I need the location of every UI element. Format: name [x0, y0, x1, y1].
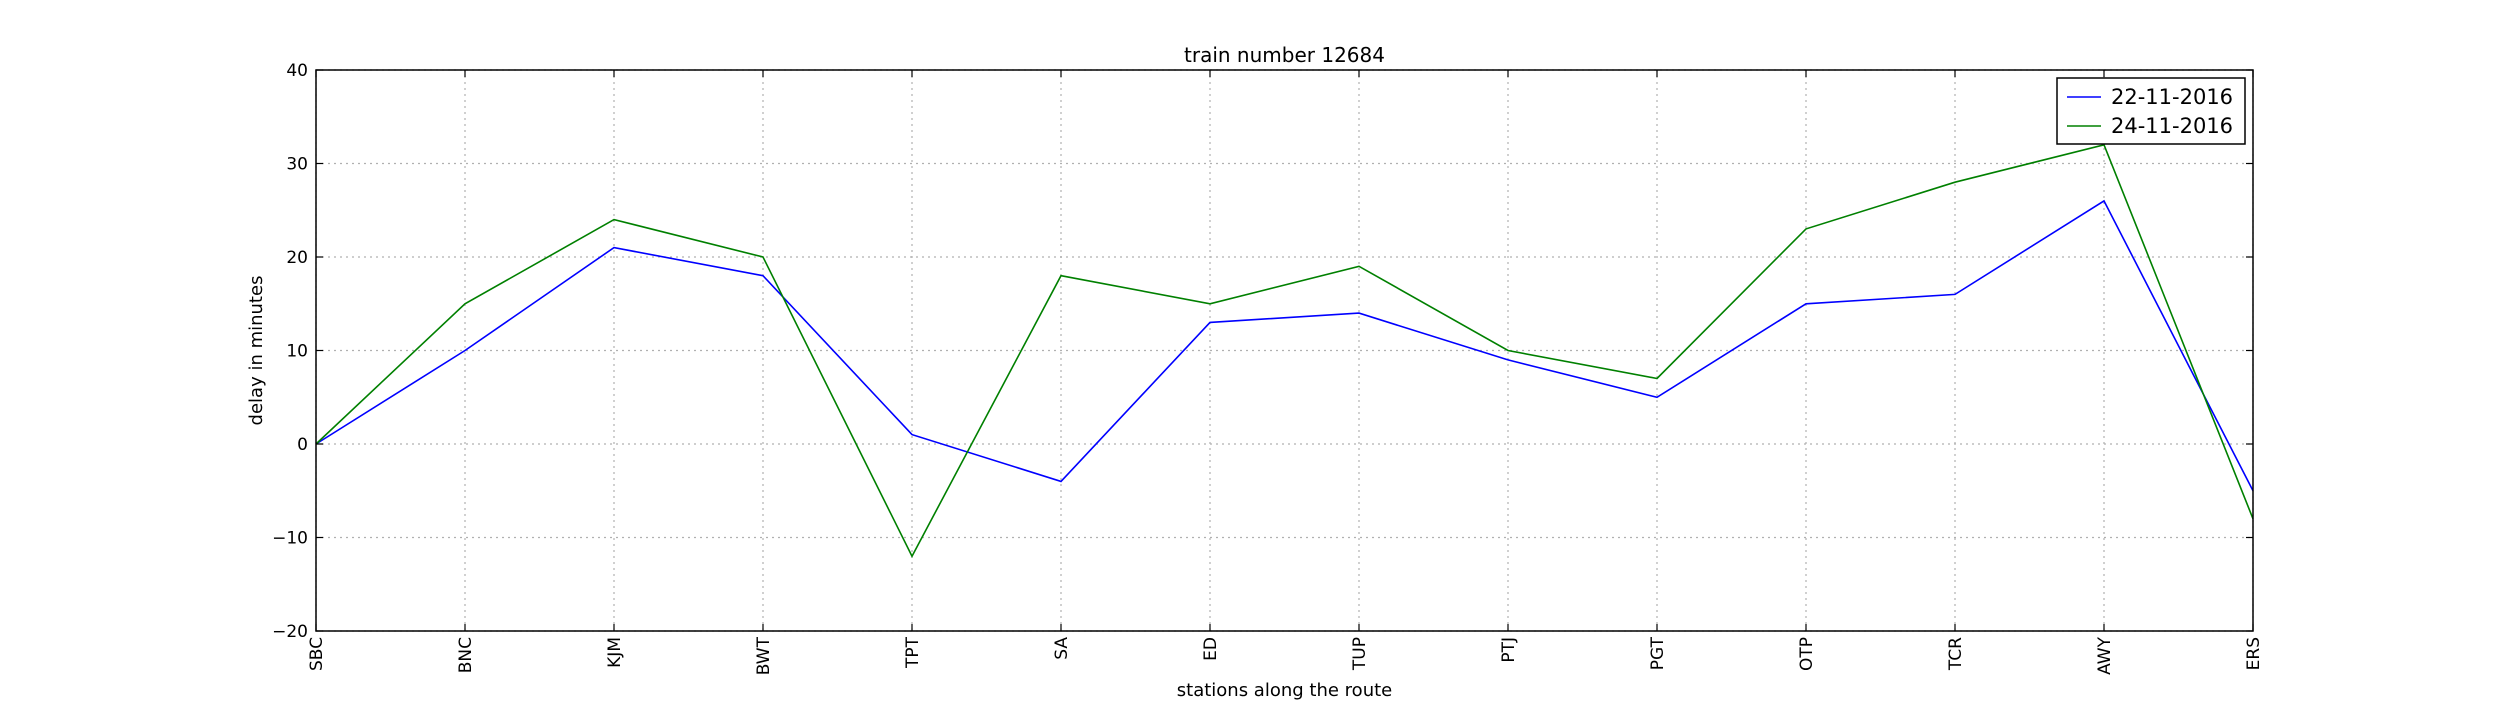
x-tick-label: ERS	[2244, 637, 2264, 670]
x-tick-label: TCR	[1946, 637, 1966, 671]
y-tick-label: −20	[272, 622, 308, 642]
legend-box	[2056, 77, 2246, 145]
x-axis-label: stations along the route	[1177, 680, 1392, 700]
y-axis-label: delay in minutes	[246, 276, 267, 426]
x-tick-label: SA	[1052, 637, 1072, 660]
plot-frame	[315, 69, 2254, 632]
x-tick-label: ED	[1201, 637, 1221, 661]
legend-label-series-1: 22-11-2016	[2111, 85, 2233, 109]
x-tick-label: TUP	[1350, 637, 1370, 671]
grid	[315, 69, 2254, 632]
x-tick-label: BNC	[456, 637, 476, 673]
x-tick-label: PTJ	[1499, 637, 1519, 663]
chart-title: train number 12684	[1184, 43, 1385, 67]
series-lines	[315, 143, 2254, 558]
y-tick-label: 40	[286, 61, 308, 81]
y-tick-label: 10	[286, 342, 308, 362]
x-tick-label: BWT	[754, 636, 774, 675]
x-tick-label: SBC	[307, 637, 327, 671]
y-tick-label: −10	[272, 529, 308, 549]
y-tick-label: 20	[286, 248, 308, 268]
legend-label-series-2: 24-11-2016	[2111, 114, 2233, 138]
x-tick-label: PGT	[1648, 636, 1668, 670]
x-tick-label: KJM	[605, 637, 625, 668]
axis-ticks: SBC BNC KJM BWT TPT SA ED TUP PTJ PGT OTP TCR AWY ERS…	[272, 61, 2264, 675]
x-tick-label: OTP	[1797, 637, 1817, 671]
y-tick-label: 30	[286, 155, 308, 175]
series-line-2	[315, 143, 2254, 558]
x-tick-label: TPT	[903, 636, 923, 669]
x-tick-label: AWY	[2095, 636, 2115, 675]
series-line-1	[315, 199, 2254, 492]
legend: 22-11-2016 24-11-2016	[2056, 77, 2246, 145]
y-tick-label: 0	[297, 435, 308, 455]
